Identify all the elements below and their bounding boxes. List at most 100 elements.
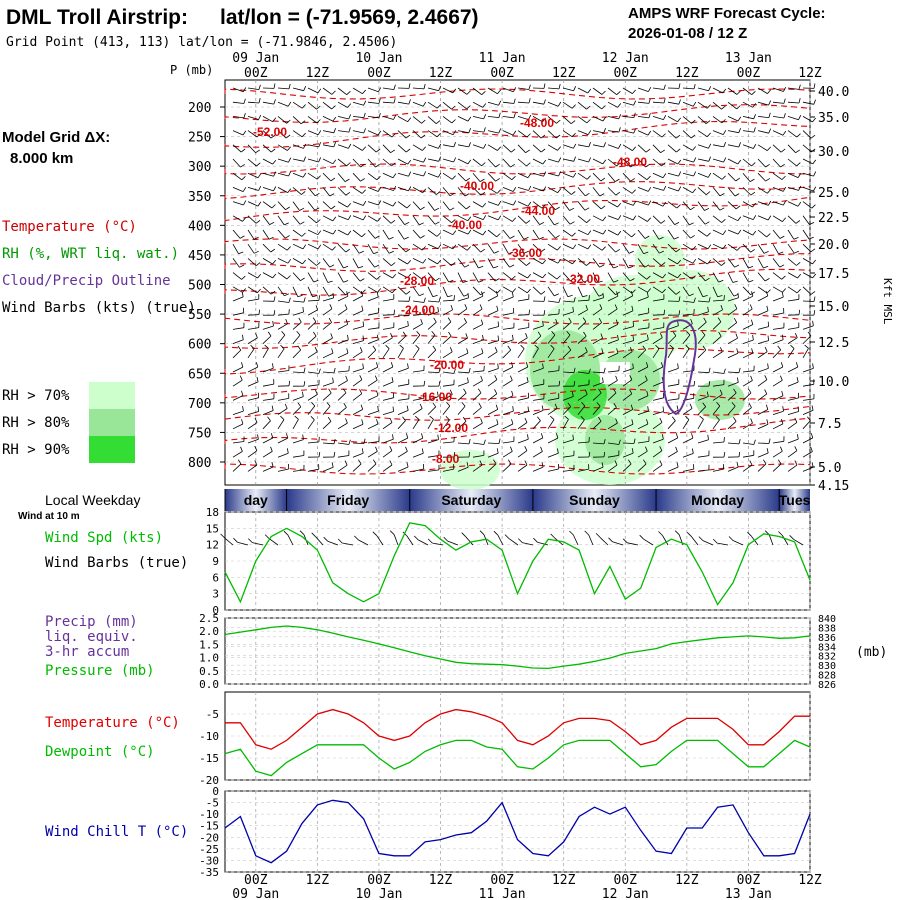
profile-wind-barb xyxy=(502,366,513,373)
profile-wind-barb xyxy=(682,229,691,239)
profile-wind-barb xyxy=(412,419,420,430)
profile-wind-barb-flag xyxy=(631,419,634,425)
profile-wind-barb xyxy=(517,187,529,191)
profile-wind-barb xyxy=(502,258,510,268)
profile-wind-barb xyxy=(277,419,285,430)
profile-wind-barb-flag xyxy=(703,317,707,323)
profile-wind-barb-flag xyxy=(797,201,802,207)
profile-wind-barb-flag xyxy=(482,334,484,340)
profile-wind-barb xyxy=(697,87,709,92)
profile-wind-barb xyxy=(517,348,525,359)
rh-region xyxy=(635,235,685,285)
profile-wind-barb-flag xyxy=(317,88,322,94)
profile-wind-barb xyxy=(487,116,499,118)
profile-wind-barb xyxy=(322,297,334,302)
profile-wind-barb-flag xyxy=(660,332,663,338)
height-ticks: 40.035.030.025.022.520.017.515.012.510.0… xyxy=(810,85,849,494)
surface-wind-barb xyxy=(573,534,579,546)
profile-wind-barb xyxy=(427,158,439,162)
profile-wind-barb xyxy=(637,423,649,430)
profile-wind-barb-flag xyxy=(347,230,352,236)
profile-wind-barb xyxy=(352,310,364,316)
profile-wind-barb xyxy=(382,286,393,294)
profile-wind-barb xyxy=(262,410,274,415)
profile-wind-barb xyxy=(652,158,662,167)
profile-wind-barb-flag xyxy=(658,236,664,240)
profile-wind-barb-flag xyxy=(312,317,317,323)
profile-wind-barb-flag xyxy=(314,207,320,211)
profile-wind-barb-flag xyxy=(241,419,244,425)
profile-wind-barb xyxy=(442,394,453,401)
profile-wind-barb-flag xyxy=(377,217,382,222)
profile-wind-barb xyxy=(292,321,302,330)
profile-wind-barb xyxy=(337,352,349,359)
profile-wind-barb xyxy=(487,101,499,106)
profile-wind-barb-flag xyxy=(453,295,455,301)
profile-wind-barb-flag xyxy=(661,262,666,266)
profile-wind-barb-flag xyxy=(240,446,243,452)
profile-wind-barb-flag xyxy=(692,188,697,194)
profile-wind-barb xyxy=(772,215,783,222)
profile-wind-barb xyxy=(652,286,663,294)
profile-wind-barb xyxy=(367,116,379,119)
profile-wind-barb xyxy=(382,450,393,458)
profile-wind-barb xyxy=(277,130,287,139)
profile-wind-barb-flag xyxy=(721,218,726,223)
profile-wind-barb-flag xyxy=(736,105,741,110)
profile-wind-barb-flag xyxy=(297,345,302,351)
profile-wind-barb xyxy=(442,286,448,297)
profile-wind-barb-flag xyxy=(445,416,450,421)
profile-wind-barb xyxy=(547,408,558,415)
profile-wind-barb-flag xyxy=(407,259,412,265)
profile-wind-barb-flag xyxy=(702,345,707,351)
profile-wind-barb xyxy=(607,286,616,296)
profile-wind-barb xyxy=(472,116,484,120)
profile-wind-barb xyxy=(652,298,664,302)
profile-wind-barb xyxy=(532,158,543,165)
profile-wind-barb xyxy=(667,335,677,344)
profile-wind-barb-flag xyxy=(538,236,544,240)
profile-wind-barb-flag xyxy=(564,415,569,420)
profile-wind-barb-flag xyxy=(716,401,721,407)
profile-wind-barb-flag xyxy=(809,222,815,225)
profile-wind-barb-flag xyxy=(393,98,396,104)
profile-wind-barb-flag xyxy=(331,105,336,110)
profile-wind-barb xyxy=(622,243,630,254)
profile-wind-barb xyxy=(547,144,558,151)
profile-wind-barb-flag xyxy=(333,128,336,133)
profile-wind-barb xyxy=(502,101,514,104)
profile-wind-barb-flag xyxy=(348,439,351,445)
profile-wind-barb-flag xyxy=(301,191,306,195)
profile-wind-barb-flag xyxy=(587,230,592,235)
profile-wind-barb-flag xyxy=(452,230,457,235)
profile-wind-barb-flag xyxy=(543,171,547,177)
profile-wind-barb xyxy=(397,101,409,105)
profile-wind-barb xyxy=(727,297,739,302)
profile-wind-barb xyxy=(517,101,530,104)
profile-wind-barb xyxy=(607,215,619,220)
profile-wind-barb xyxy=(787,187,799,191)
profile-wind-barb-flag xyxy=(297,402,302,408)
profile-wind-barb xyxy=(307,130,319,136)
profile-wind-barb xyxy=(352,452,364,458)
profile-wind-barb xyxy=(292,439,304,444)
profile-wind-barb-flag xyxy=(693,84,696,89)
profile-wind-barb-flag xyxy=(288,380,291,386)
profile-wind-barb xyxy=(322,101,332,110)
profile-wind-barb xyxy=(247,87,259,90)
profile-wind-barb xyxy=(247,366,258,373)
profile-wind-barb xyxy=(442,441,454,444)
profile-wind-barb-flag xyxy=(451,105,456,110)
profile-wind-barb xyxy=(292,419,299,430)
profile-wind-barb xyxy=(757,243,765,254)
profile-wind-barb xyxy=(607,339,619,344)
profile-wind-barb xyxy=(307,187,316,197)
profile-wind-barb-flag xyxy=(584,192,590,197)
profile-wind-barb xyxy=(787,229,795,240)
cloud-precip-outline xyxy=(662,319,697,416)
profile-wind-barb xyxy=(577,419,585,430)
profile-wind-barb xyxy=(562,334,571,344)
profile-wind-barb xyxy=(262,367,274,373)
surface-wind-barb-flag xyxy=(372,531,378,537)
profile-wind-barb-flag xyxy=(618,143,622,149)
